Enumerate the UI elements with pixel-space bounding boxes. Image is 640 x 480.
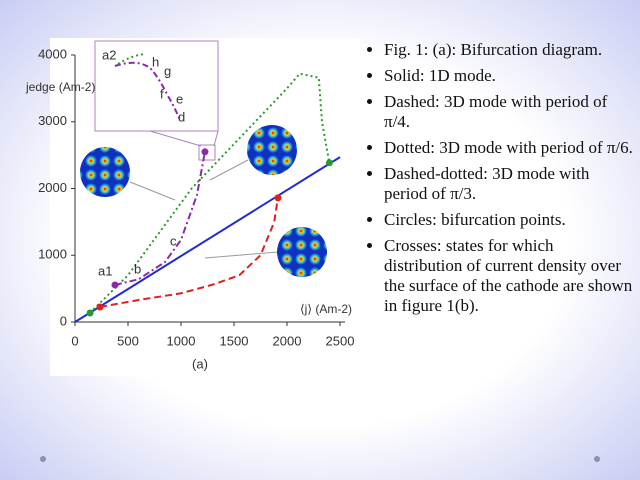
- y-tick-label: 1000: [38, 247, 67, 262]
- bifurcation-point: [96, 303, 104, 311]
- point-label: a1: [98, 263, 112, 278]
- slide-dot: [594, 456, 600, 462]
- x-tick-label: 2500: [326, 333, 355, 348]
- bifurcation-point: [201, 148, 209, 156]
- point-label: e: [176, 91, 183, 106]
- point-label: h: [152, 54, 159, 69]
- figure-background: [50, 38, 360, 376]
- bifurcation-point: [274, 194, 282, 202]
- y-axis-label: jedge (Am-2): [25, 80, 95, 94]
- x-tick-label: 1500: [220, 333, 249, 348]
- pointer-line: [129, 181, 176, 201]
- series-line: [99, 196, 279, 308]
- bifurcation-point: [325, 159, 333, 167]
- pointer-line: [209, 159, 249, 181]
- x-axis-label: ⟨j⟩ (Am-2): [300, 302, 352, 316]
- x-tick-label: 0: [71, 333, 78, 348]
- series-line: [114, 151, 206, 286]
- point-label: c: [170, 233, 177, 248]
- x-tick-label: 500: [117, 333, 139, 348]
- point-label: g: [164, 63, 171, 78]
- pattern-image: [277, 227, 327, 277]
- bifurcation-point: [111, 281, 119, 289]
- pattern-image: [247, 125, 297, 175]
- zoom-line: [213, 130, 219, 147]
- series-line: [74, 156, 341, 323]
- bullet: Fig. 1: (a): Bifurcation diagram.: [384, 40, 634, 60]
- inset-box: [94, 40, 219, 132]
- bullet: Circles: bifurcation points.: [384, 210, 634, 230]
- bullet: Dashed-dotted: 3D mode with period of π/…: [384, 164, 634, 204]
- y-tick-label: 4000: [38, 46, 67, 61]
- point-label: d: [178, 109, 185, 124]
- chart: jedge (Am-2) ⟨j⟩ (Am-2) (a) 0 500 1000 1500…: [25, 38, 360, 376]
- bifurcation-point: [86, 309, 94, 317]
- y-tick-label: 0: [60, 313, 67, 328]
- y-tick-label: 3000: [38, 113, 67, 128]
- zoom-box: [198, 144, 216, 161]
- bullet: Solid: 1D mode.: [384, 66, 634, 86]
- slide-dot: [40, 456, 46, 462]
- bullet: Crosses: states for which distribution o…: [384, 236, 634, 316]
- x-tick-label: 1000: [167, 333, 196, 348]
- pointer-line: [204, 251, 279, 259]
- bullet: Dashed: 3D mode with period of π/4.: [384, 92, 634, 132]
- point-label: f: [160, 86, 164, 101]
- inset-curve: [117, 53, 147, 65]
- pattern-image: [80, 147, 130, 197]
- point-label: b: [134, 261, 141, 276]
- zoom-line: [149, 130, 202, 147]
- y-tick-label: 2000: [38, 180, 67, 195]
- caption: (a): [192, 356, 208, 371]
- x-tick-label: 2000: [273, 333, 302, 348]
- point-label: a2: [102, 47, 116, 62]
- bullet: Dotted: 3D mode with period of π/6.: [384, 138, 634, 158]
- bullet-list: Fig. 1: (a): Bifurcation diagram. Solid: …: [366, 40, 634, 322]
